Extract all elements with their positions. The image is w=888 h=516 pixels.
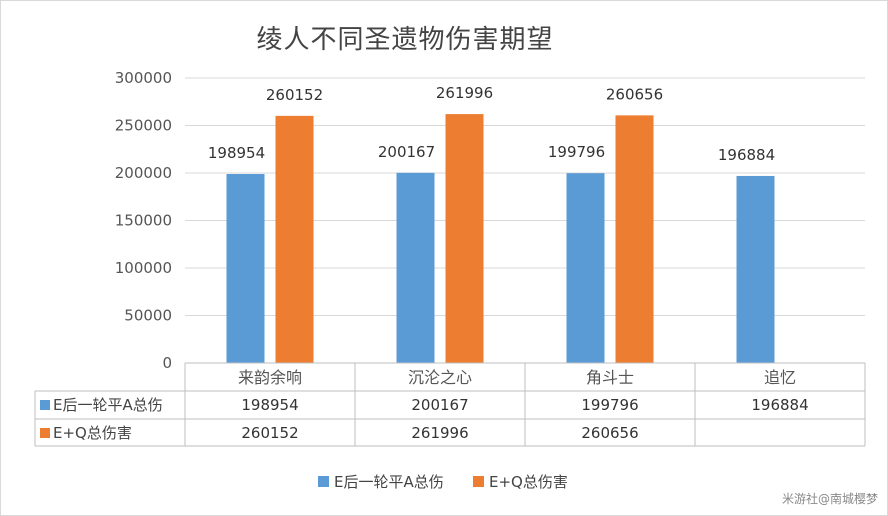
table-cell: 260656 <box>581 424 638 442</box>
bar-e-normal <box>566 173 605 363</box>
data-table: 来韵余响 沉沦之心 角斗士 追忆 E后一轮平A总伤 198954 200167 199796 1… <box>34 362 866 447</box>
legend-swatch <box>473 476 484 487</box>
bar-e-normal <box>396 172 435 363</box>
bar-e-normal <box>736 175 775 363</box>
legend-label: E后一轮平A总伤 <box>334 473 444 491</box>
y-tick-label: 50000 <box>124 307 172 325</box>
data-label: 196884 <box>718 146 775 164</box>
data-label: 260152 <box>266 86 323 104</box>
row-header: E+Q总伤害 <box>53 424 132 442</box>
bars <box>226 114 775 364</box>
watermark: 米游社@南城樱梦 <box>782 491 878 506</box>
y-tick-label: 200000 <box>115 164 172 182</box>
data-label: 261996 <box>436 84 493 102</box>
category-label: 来韵余响 <box>238 368 302 387</box>
category-label: 角斗士 <box>586 368 634 387</box>
y-tick-label: 100000 <box>115 259 172 277</box>
data-label: 199796 <box>548 143 605 161</box>
y-tick-label: 0 <box>162 354 172 372</box>
data-label: 198954 <box>208 144 265 162</box>
legend-swatch <box>318 476 329 487</box>
table-cell: 196884 <box>751 396 808 414</box>
bar-e-q <box>445 114 484 364</box>
row-header: E后一轮平A总伤 <box>53 396 163 414</box>
legend: E后一轮平A总伤 E+Q总伤害 <box>318 473 568 491</box>
table-cell: 261996 <box>411 424 468 442</box>
y-tick-label: 150000 <box>115 212 172 230</box>
data-label: 260656 <box>606 85 663 103</box>
legend-key <box>40 400 50 410</box>
table-cell: 200167 <box>411 396 468 414</box>
bar-e-normal <box>226 173 265 363</box>
table-cell: 199796 <box>581 396 638 414</box>
data-label: 200167 <box>378 143 435 161</box>
category-label: 沉沦之心 <box>408 368 472 387</box>
data-labels: 198954 260152 200167 261996 199796 260656 1968… <box>208 84 775 164</box>
table-cell: 260152 <box>241 424 298 442</box>
y-tick-label: 300000 <box>115 69 172 87</box>
category-label: 追忆 <box>764 368 796 387</box>
y-axis: 0 50000 100000 150000 200000 250000 300000 <box>115 69 172 372</box>
bar-e-q <box>615 115 654 363</box>
legend-key <box>40 428 50 438</box>
legend-label: E+Q总伤害 <box>489 473 568 491</box>
bar-e-q <box>275 115 314 364</box>
table-cell: 198954 <box>241 396 298 414</box>
chart-title: 绫人不同圣遗物伤害期望 <box>256 25 553 55</box>
y-tick-label: 250000 <box>115 117 172 135</box>
